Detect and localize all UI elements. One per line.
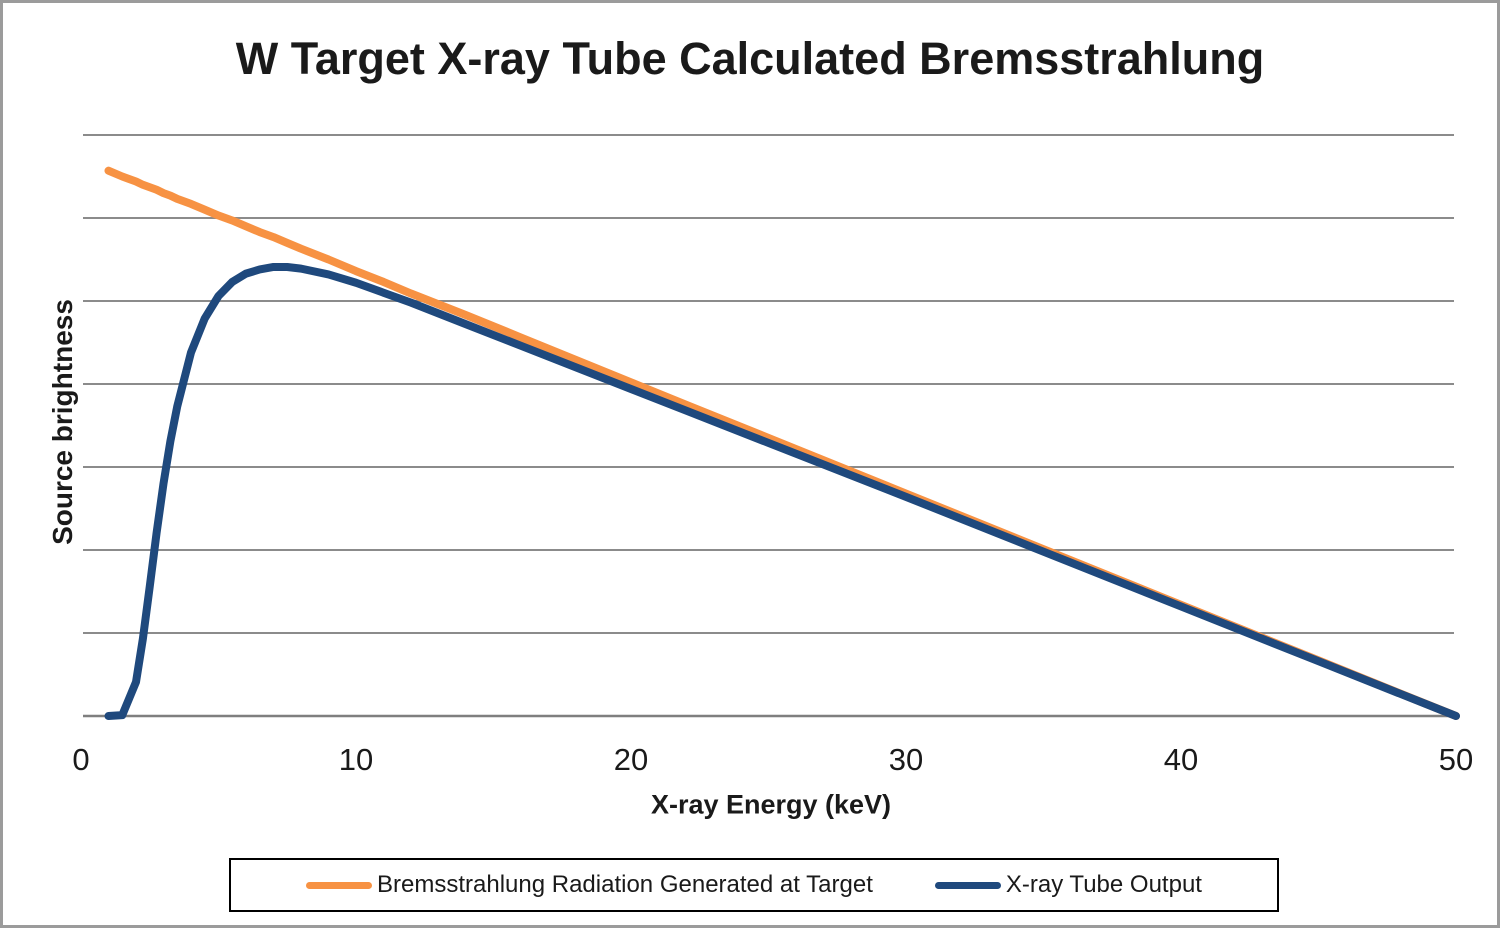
chart-plot-area: 0 10 20 30 40 50	[72, 134, 1473, 777]
legend-item-tube-output: X-ray Tube Output	[934, 871, 1202, 899]
legend-swatch-bremsstrahlung	[306, 881, 373, 889]
x-tick-label: 40	[1164, 742, 1198, 777]
series-line-bremsstrahlung	[104, 166, 1460, 720]
legend-label-bremsstrahlung: Bremsstrahlung Radiation Generated at Ta…	[377, 871, 873, 898]
legend-label-tube-output: X-ray Tube Output	[1005, 871, 1202, 898]
chart-title: W Target X-ray Tube Calculated Bremsstra…	[235, 33, 1265, 84]
legend-box: Bremsstrahlung Radiation Generated at Ta…	[229, 858, 1279, 912]
x-tick-label: 10	[339, 742, 373, 777]
x-tick-label: 30	[889, 742, 923, 777]
x-tick-label: 0	[72, 742, 89, 777]
y-axis-title: Source brightness	[47, 299, 78, 545]
legend-item-bremsstrahlung: Bremsstrahlung Radiation Generated at Ta…	[306, 871, 873, 899]
x-tick-label: 20	[614, 742, 648, 777]
legend-swatch-tube-output	[934, 881, 1001, 889]
series-line-tube-output	[104, 262, 1460, 720]
x-axis-title: X-ray Energy (keV)	[650, 789, 892, 820]
x-tick-label: 50	[1439, 742, 1473, 777]
